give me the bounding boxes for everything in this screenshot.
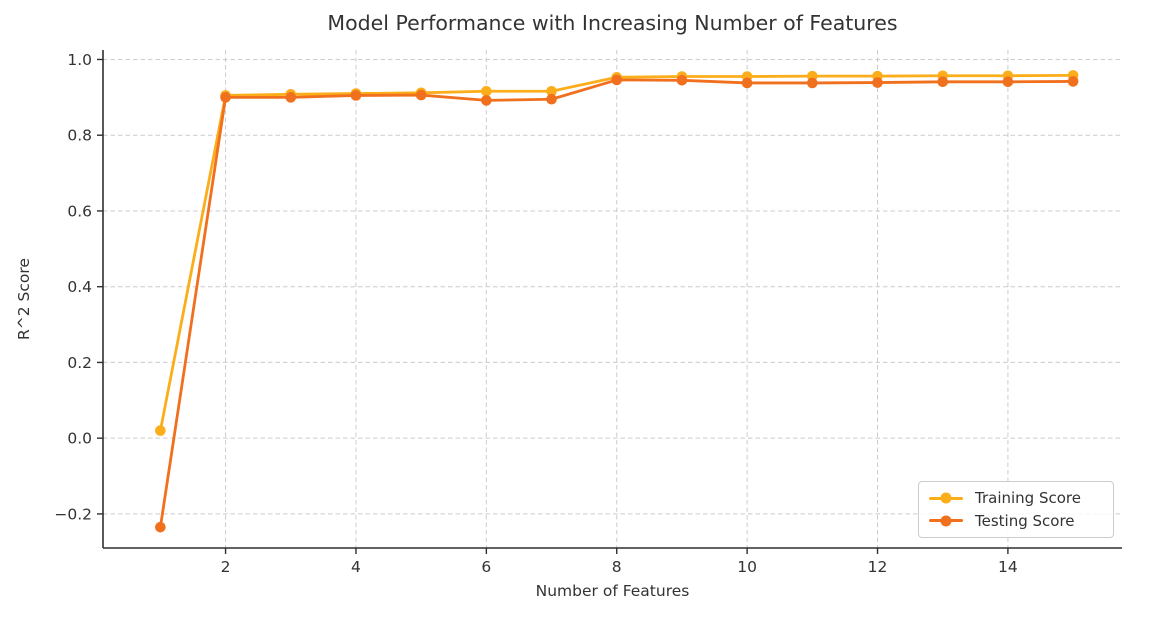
data-point-testing (807, 77, 818, 89)
data-point-testing (1067, 76, 1079, 87)
legend-item-testing: Testing Score (929, 510, 1103, 532)
testing-marker-icon (940, 515, 952, 527)
x-tick-label: 10 (737, 558, 757, 576)
training-line-swatch (929, 492, 963, 504)
x-tick-label: 14 (998, 558, 1018, 576)
testing-line-swatch (929, 515, 963, 527)
y-tick-label: 0.2 (67, 354, 92, 372)
data-point-testing (415, 89, 427, 101)
data-point-testing (676, 74, 688, 86)
x-tick-label: 6 (481, 558, 491, 576)
x-tick-label: 4 (351, 558, 361, 576)
y-tick-label: 0.8 (67, 127, 92, 145)
legend-label-training: Training Score (975, 489, 1081, 508)
y-tick-label: −0.2 (54, 505, 92, 523)
data-point-testing (350, 90, 362, 101)
legend: Training Score Testing Score (918, 481, 1114, 538)
y-tick-label: 0.6 (67, 202, 92, 220)
data-point-testing (155, 521, 166, 533)
data-point-testing (220, 92, 231, 103)
y-tick-label: 1.0 (67, 51, 92, 69)
series-line-testing (158, 78, 1075, 529)
x-tick-label: 2 (221, 558, 231, 576)
x-axis-label: Number of Features (535, 582, 690, 600)
x-tick-label: 8 (612, 558, 622, 576)
data-point-training (481, 85, 492, 97)
data-point-testing (741, 77, 753, 89)
legend-item-training: Training Score (929, 487, 1103, 509)
data-point-testing (1002, 76, 1014, 88)
data-point-testing (481, 95, 492, 106)
data-point-testing (285, 92, 297, 103)
y-tick-label: 0.4 (67, 278, 92, 296)
data-point-training (546, 85, 557, 97)
data-point-testing (937, 76, 949, 88)
data-point-testing (872, 77, 883, 88)
y-tick-label: 0.0 (67, 430, 92, 448)
data-point-testing (546, 93, 557, 105)
data-point-training (155, 425, 166, 436)
data-point-testing (611, 74, 623, 86)
training-marker-icon (940, 492, 952, 504)
chart-title: Model Performance with Increasing Number… (327, 11, 898, 35)
legend-label-testing: Testing Score (975, 511, 1075, 530)
x-tick-label: 12 (868, 558, 888, 576)
